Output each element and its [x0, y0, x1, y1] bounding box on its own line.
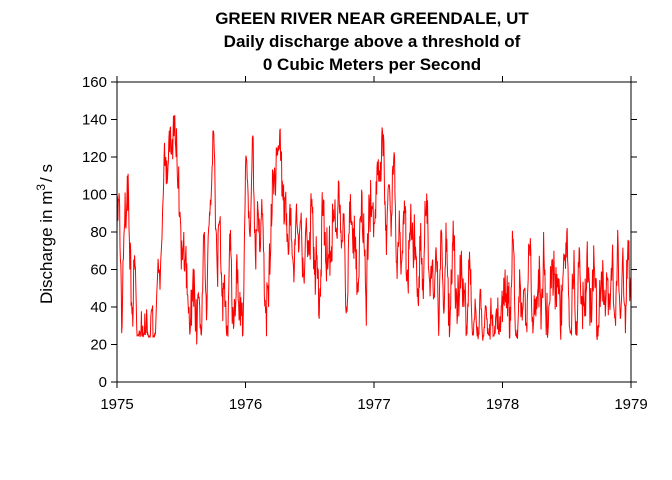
chart-title: GREEN RIVER NEAR GREENDALE, UT Daily dis… [215, 9, 529, 74]
y-axis-label: Discharge in m3 / s [34, 164, 56, 304]
y-tick-label: 40 [90, 299, 107, 316]
y-tick-label: 160 [82, 74, 107, 91]
x-tick-label: 1978 [486, 396, 519, 413]
y-tick-label: 0 [99, 374, 107, 391]
x-tick-label: 1976 [229, 396, 262, 413]
discharge-series-line [116, 115, 632, 345]
chart-title-line-1: GREEN RIVER NEAR GREENDALE, UT [215, 9, 529, 28]
y-tick-label: 100 [82, 187, 107, 204]
chart-title-line-2: Daily discharge above a threshold of [224, 32, 521, 51]
y-tick-label: 80 [90, 224, 107, 241]
x-tick-label: 1979 [614, 396, 647, 413]
y-tick-label: 60 [90, 262, 107, 279]
y-axis-label-unit: / s [37, 164, 56, 182]
chart-title-line-3: 0 Cubic Meters per Second [263, 55, 481, 74]
plot-frame [116, 81, 632, 383]
axis-ticks: 0 20 40 60 80 100 120 140 160 1975 1976 1977 1978 197… [82, 74, 648, 413]
y-tick-label: 120 [82, 149, 107, 166]
y-tick-label: 140 [82, 112, 107, 129]
x-tick-label: 1977 [357, 396, 390, 413]
y-axis-label-main: Discharge in m [37, 191, 56, 304]
y-axis-label-superscript: 3 [34, 184, 48, 191]
data-series [116, 115, 632, 345]
x-tick-label: 1975 [100, 396, 133, 413]
y-tick-label: 20 [90, 337, 107, 354]
